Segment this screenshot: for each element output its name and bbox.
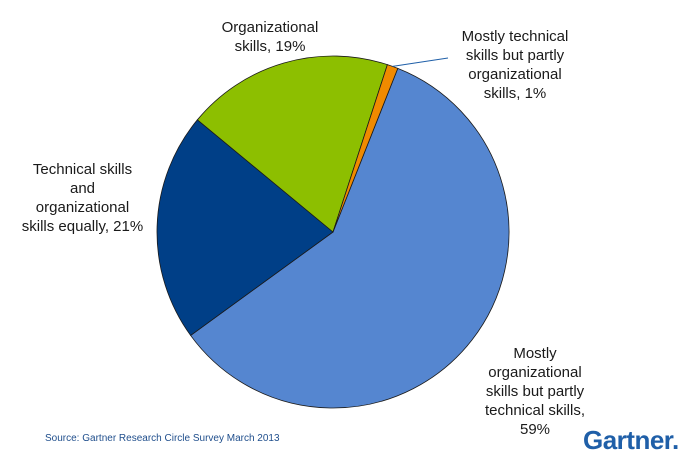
slice-organizational [196,55,388,233]
slice-label-organizational-skills: Organizational skills, 19% [221,19,319,55]
leader-line-technical-partly-organizational [392,57,449,67]
slice-mostly-organizational [190,67,510,409]
slice-equally [156,119,334,337]
gartner-logo: Gartner. [583,425,679,455]
pie-slices [156,55,510,409]
source-note: Source: Gartner Research Circle Survey M… [45,433,280,444]
slice-label-mostly-technical: Mostly technical skills but partly organ… [461,28,569,102]
slice-label-mostly-organizational: Mostly organizational skills but partly … [484,345,586,438]
slice-label-equally: Technical skills and organizational skil… [21,161,144,235]
